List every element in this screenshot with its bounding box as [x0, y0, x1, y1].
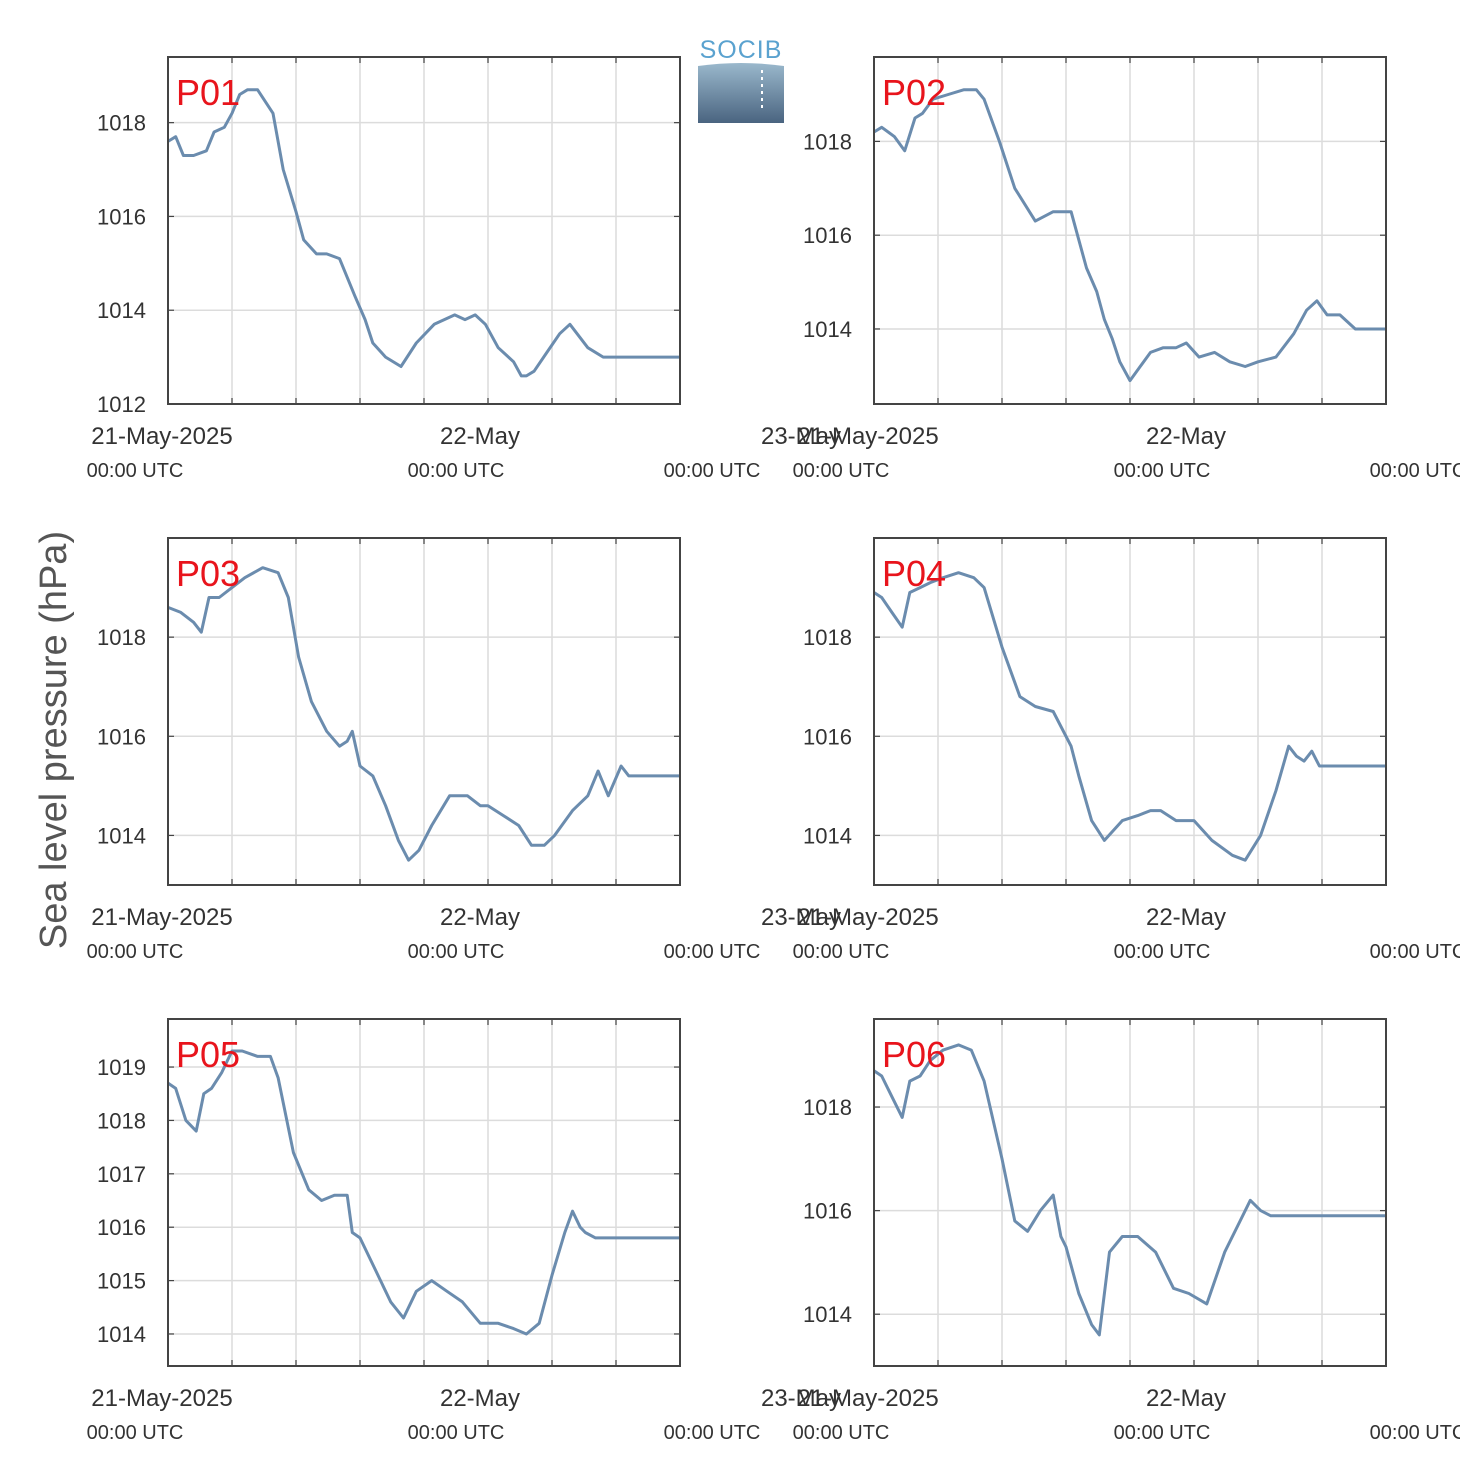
- chart-panel-p06: 1014 1016 1018 P06 21-May-2025 00:00 UTC 22-Ma…: [793, 1018, 1460, 1444]
- y-tick-label: 1016: [97, 724, 146, 749]
- chart-panel-p05: 1014 1015 1016 1017 1018 1019 P05 21-May-2025 00…: [87, 1018, 841, 1444]
- x-tick-label-time: 00:00 UTC: [793, 460, 890, 482]
- x-tick-label-date: 23-May: [761, 1385, 841, 1412]
- x-tick-label-date: 23-May: [761, 904, 841, 931]
- y-tick-label: 1014: [803, 317, 852, 342]
- x-tick-label-time: 00:00 UTC: [793, 1422, 890, 1444]
- y-tick-label: 1018: [803, 625, 852, 650]
- series-line-p06: [873, 1043, 1386, 1337]
- y-tick-label: 1016: [97, 1215, 146, 1240]
- y-axis-label: Sea level pressure (hPa): [33, 531, 75, 949]
- socib-logo: SOCIB: [698, 36, 784, 123]
- x-tick-label-date: 21-May-2025: [91, 1385, 232, 1412]
- x-tick-label-time: 00:00 UTC: [87, 941, 184, 963]
- x-tick-label-date: 22-May: [1146, 1385, 1226, 1412]
- plot-frame: [167, 537, 681, 886]
- socib-logo-text: SOCIB: [700, 36, 783, 64]
- plot-frame: [167, 56, 681, 405]
- plot-frame: [873, 56, 1387, 405]
- series-line-p03: [167, 566, 680, 862]
- y-tick-label: 1015: [97, 1269, 146, 1294]
- y-tick-label: 1014: [803, 1302, 852, 1327]
- station-label: P02: [882, 72, 946, 113]
- x-tick-label-date: 22-May: [440, 904, 520, 931]
- x-tick-label-time: 00:00 UTC: [1114, 941, 1211, 963]
- socib-logo-mark: [698, 63, 784, 123]
- y-tick-label: 1019: [97, 1055, 146, 1080]
- x-tick-label-time: 00:00 UTC: [408, 460, 505, 482]
- station-label: P03: [176, 553, 240, 594]
- series-line-p04: [873, 571, 1386, 862]
- chart-panel-p03: 1014 1016 1018 P03 21-May-2025 00:00 UTC 22-Ma…: [87, 537, 841, 963]
- x-tick-label-time: 00:00 UTC: [664, 1422, 761, 1444]
- x-tick-label-date: 22-May: [440, 423, 520, 450]
- y-tick-label: 1018: [97, 111, 146, 136]
- x-tick-label-date: 21-May-2025: [797, 904, 938, 931]
- station-label: P01: [176, 72, 240, 113]
- x-tick-label-date: 22-May: [1146, 423, 1226, 450]
- x-tick-label-time: 00:00 UTC: [793, 941, 890, 963]
- x-tick-label-date: 22-May: [1146, 904, 1226, 931]
- y-tick-label: 1018: [97, 625, 146, 650]
- station-label: P04: [882, 553, 946, 594]
- y-tick-label: 1017: [97, 1162, 146, 1187]
- x-tick-label-date: 21-May-2025: [91, 904, 232, 931]
- x-tick-label-date: 21-May-2025: [91, 423, 232, 450]
- x-tick-label-time: 00:00 UTC: [1370, 460, 1460, 482]
- y-tick-label: 1014: [97, 298, 146, 323]
- y-tick-label: 1018: [803, 1095, 852, 1120]
- plot-frame: [167, 1018, 681, 1367]
- x-tick-label-date: 22-May: [440, 1385, 520, 1412]
- x-tick-label-date: 23-May: [761, 423, 841, 450]
- x-tick-label-date: 21-May-2025: [797, 423, 938, 450]
- x-tick-label-time: 00:00 UTC: [664, 941, 761, 963]
- y-tick-label: 1016: [97, 204, 146, 229]
- station-label: P06: [882, 1034, 946, 1075]
- series-line-p01: [167, 88, 680, 378]
- series-line-p02: [873, 88, 1386, 383]
- y-tick-label: 1014: [97, 823, 146, 848]
- y-tick-label: 1018: [803, 129, 852, 154]
- x-tick-label-time: 00:00 UTC: [87, 460, 184, 482]
- y-tick-label: 1014: [97, 1322, 146, 1347]
- plot-frame: [873, 537, 1387, 886]
- x-tick-label-time: 00:00 UTC: [1114, 460, 1211, 482]
- series-line-p05: [167, 1049, 680, 1336]
- plot-frame: [873, 1018, 1387, 1367]
- x-tick-label-time: 00:00 UTC: [1370, 1422, 1460, 1444]
- x-tick-label-time: 00:00 UTC: [408, 941, 505, 963]
- x-tick-label-time: 00:00 UTC: [1370, 941, 1460, 963]
- x-tick-label-date: 21-May-2025: [797, 1385, 938, 1412]
- y-tick-label: 1016: [803, 1199, 852, 1224]
- station-label: P05: [176, 1034, 240, 1075]
- x-tick-label-time: 00:00 UTC: [664, 460, 761, 482]
- chart-panel-p04: 1014 1016 1018 P04 21-May-2025 00:00 UTC 22-Ma…: [793, 537, 1460, 963]
- y-tick-label: 1016: [803, 223, 852, 248]
- x-tick-label-time: 00:00 UTC: [87, 1422, 184, 1444]
- y-tick-label: 1014: [803, 823, 852, 848]
- y-tick-label: 1012: [97, 392, 146, 417]
- x-tick-label-time: 00:00 UTC: [1114, 1422, 1211, 1444]
- y-tick-label: 1018: [97, 1108, 146, 1133]
- x-tick-label-time: 00:00 UTC: [408, 1422, 505, 1444]
- y-tick-label: 1016: [803, 724, 852, 749]
- chart-panel-p02: 1014 1016 1018 P02 21-May-2025 00:00 UTC 22-Ma…: [793, 56, 1460, 482]
